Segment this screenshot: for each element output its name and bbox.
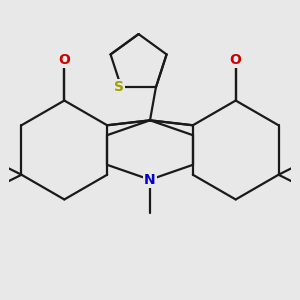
Text: O: O bbox=[230, 53, 242, 67]
Text: O: O bbox=[58, 53, 70, 67]
Text: S: S bbox=[114, 80, 124, 94]
Text: N: N bbox=[144, 173, 156, 187]
